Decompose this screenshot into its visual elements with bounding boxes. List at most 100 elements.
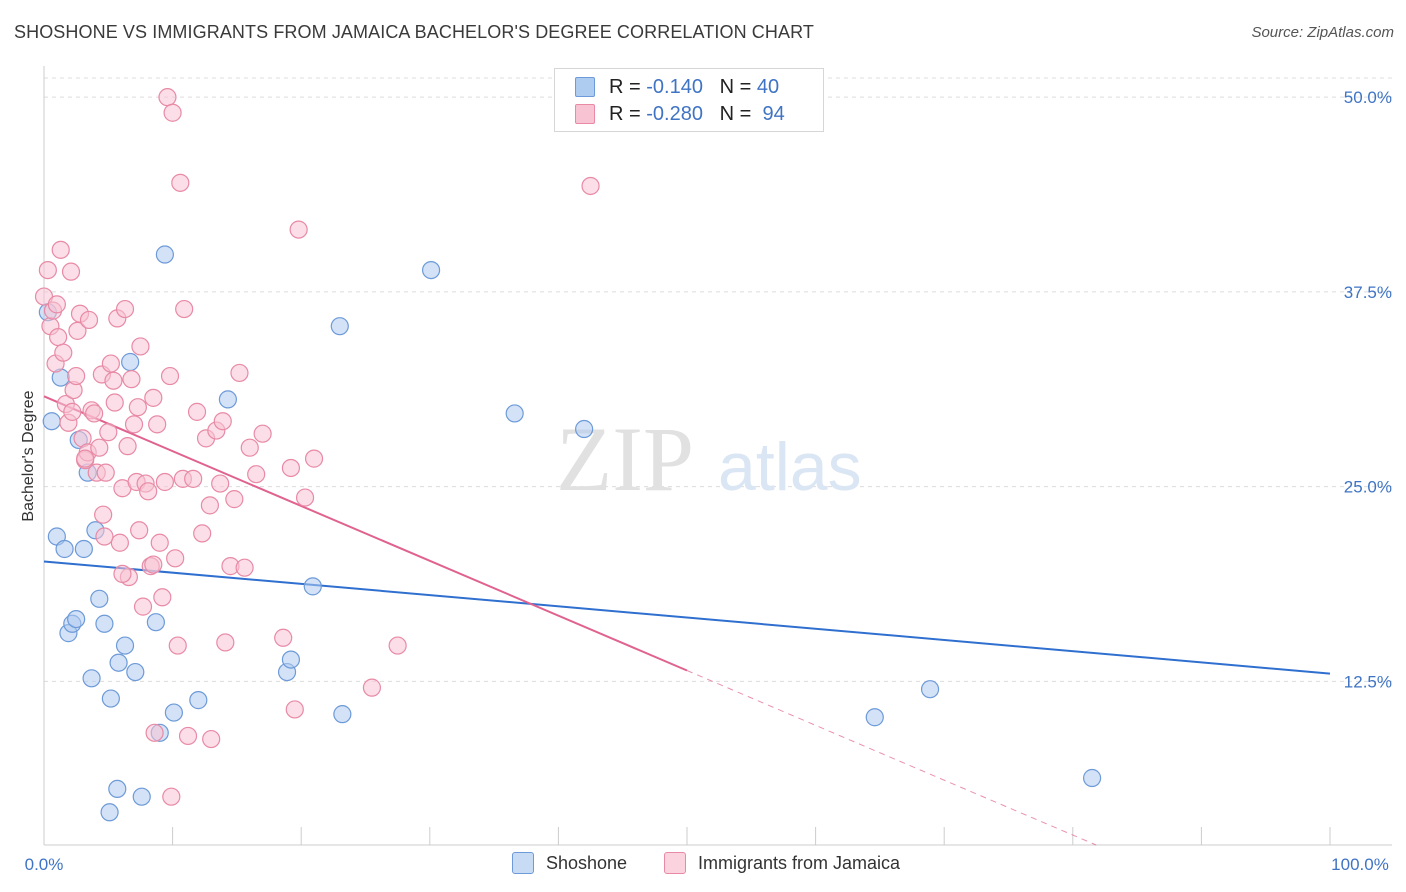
source-credit: Source: ZipAtlas.com: [1251, 24, 1394, 41]
point-jamaica: [38, 260, 57, 280]
point-jamaica: [163, 103, 182, 122]
point-jamaica: [115, 299, 135, 319]
point-jamaica: [155, 472, 174, 492]
watermark-zip: ZIP: [556, 408, 694, 510]
legend-row-shoshone: R = -0.140 N = 40: [575, 75, 779, 99]
point-jamaica: [388, 636, 407, 655]
point-jamaica: [171, 173, 190, 192]
bottom-legend-swatch-shoshone: [512, 852, 534, 874]
point-jamaica: [240, 438, 259, 457]
point-shoshone: [82, 669, 101, 688]
y-axis-label: Bachelor's Degree: [20, 390, 37, 521]
point-shoshone: [189, 691, 208, 710]
point-shoshone: [330, 317, 349, 336]
point-shoshone: [155, 245, 174, 264]
point-shoshone: [109, 653, 128, 672]
legend: R = -0.140 N = 40 R = -0.280 N = 94: [554, 68, 824, 132]
point-shoshone: [90, 589, 109, 608]
point-jamaica: [144, 388, 163, 407]
point-shoshone: [42, 412, 61, 431]
legend-swatch-jamaica: [575, 104, 595, 124]
legend-r-value: -0.140: [646, 75, 703, 98]
point-jamaica: [216, 633, 235, 652]
bottom-legend-label-jamaica: Immigrants from Jamaica: [698, 852, 901, 873]
point-shoshone: [920, 680, 940, 699]
point-jamaica: [193, 524, 212, 543]
point-jamaica: [274, 628, 293, 647]
point-shoshone: [121, 352, 140, 372]
point-jamaica: [54, 343, 73, 362]
point-shoshone: [281, 650, 301, 669]
legend-n-label: N =: [719, 102, 752, 125]
x-tick-label: 100.0%: [1331, 855, 1389, 874]
point-shoshone: [333, 705, 352, 724]
point-jamaica: [153, 588, 172, 607]
point-jamaica: [67, 366, 86, 386]
point-jamaica: [49, 327, 68, 347]
point-shoshone: [67, 609, 86, 629]
point-jamaica: [158, 88, 177, 107]
point-shoshone: [505, 404, 524, 423]
bottom-legend-jamaica[interactable]: Immigrants from Jamaica: [664, 852, 900, 874]
point-jamaica: [362, 678, 382, 697]
trend-lines: [43, 395, 1331, 846]
tick-labels: 12.5% 25.0% 37.5% 50.0% 0.0% 100.0%: [25, 88, 1392, 874]
point-jamaica: [230, 363, 249, 383]
chart-title: SHOSHONE VS IMMIGRANTS FROM JAMAICA BACH…: [14, 22, 814, 42]
point-jamaica: [213, 412, 232, 431]
point-jamaica: [235, 558, 254, 577]
bottom-legend: Shoshone Immigrants from Jamaica: [0, 852, 1406, 876]
y-tick-label: 25.0%: [1344, 478, 1392, 497]
legend-n-value: 40: [756, 75, 780, 98]
point-jamaica: [281, 458, 301, 478]
data-points: [34, 88, 1102, 822]
point-shoshone: [132, 787, 151, 806]
point-jamaica: [99, 423, 118, 442]
legend-n-value: 94: [762, 102, 785, 125]
legend-swatch-shoshone: [575, 77, 595, 97]
point-jamaica: [187, 402, 207, 421]
point-jamaica: [144, 555, 163, 574]
point-jamaica: [85, 404, 104, 423]
point-shoshone: [164, 703, 183, 722]
point-jamaica: [79, 310, 99, 330]
point-jamaica: [211, 474, 230, 493]
point-jamaica: [63, 402, 82, 421]
legend-row-jamaica: R = -0.280 N = 94: [575, 102, 785, 126]
point-jamaica: [96, 463, 115, 482]
point-shoshone: [101, 689, 120, 708]
point-jamaica: [247, 465, 266, 484]
point-jamaica: [104, 371, 123, 390]
point-jamaica: [178, 726, 198, 746]
point-jamaica: [202, 729, 221, 749]
point-jamaica: [225, 490, 244, 509]
point-jamaica: [130, 521, 149, 540]
x-tick-label: 0.0%: [25, 855, 64, 874]
bottom-legend-shoshone[interactable]: Shoshone: [512, 852, 627, 874]
trend-line-jamaica: [43, 395, 688, 672]
point-jamaica: [105, 393, 124, 412]
point-jamaica: [581, 176, 600, 196]
point-jamaica: [162, 787, 181, 806]
point-jamaica: [118, 437, 137, 456]
point-jamaica: [166, 549, 185, 568]
point-shoshone: [95, 614, 114, 633]
trend-line-shoshone: [43, 560, 1331, 675]
point-jamaica: [295, 488, 315, 507]
point-shoshone: [303, 577, 322, 596]
point-shoshone: [421, 260, 441, 280]
point-jamaica: [110, 533, 129, 552]
point-jamaica: [122, 370, 141, 389]
point-jamaica: [90, 438, 109, 457]
point-jamaica: [124, 415, 144, 434]
point-shoshone: [1082, 768, 1102, 788]
point-jamaica: [175, 299, 194, 319]
point-jamaica: [285, 700, 304, 719]
point-shoshone: [100, 803, 119, 822]
legend-n-label: N =: [719, 75, 752, 98]
bottom-legend-swatch-jamaica: [664, 852, 686, 874]
y-tick-label: 12.5%: [1344, 672, 1392, 691]
point-shoshone: [74, 539, 93, 559]
point-jamaica: [139, 482, 158, 501]
